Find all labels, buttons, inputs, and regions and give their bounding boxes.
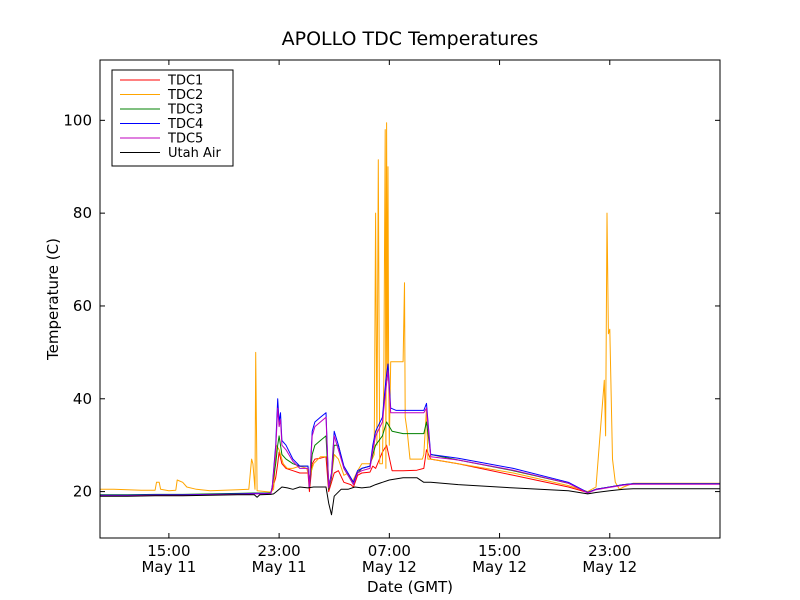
x-tick-label-time: 07:00 bbox=[368, 542, 411, 560]
x-tick-label-date: May 12 bbox=[582, 558, 637, 576]
y-tick-label: 40 bbox=[73, 390, 92, 408]
y-tick-label: 100 bbox=[63, 111, 92, 129]
series-line-utah-air bbox=[100, 477, 720, 516]
plot-frame bbox=[99, 59, 721, 539]
legend-label: TDC4 bbox=[167, 117, 203, 132]
legend-label: TDC1 bbox=[167, 74, 203, 89]
legend-label: TDC3 bbox=[167, 103, 203, 118]
x-tick-label-date: May 11 bbox=[252, 558, 307, 576]
y-axis-label: Temperature (C) bbox=[44, 238, 62, 361]
legend-label: TDC5 bbox=[167, 132, 203, 147]
series-line-tdc2 bbox=[100, 122, 720, 493]
x-tick-label-time: 15:00 bbox=[147, 542, 190, 560]
x-tick-label-time: 23:00 bbox=[588, 542, 631, 560]
legend-box bbox=[111, 69, 234, 167]
y-tick-label: 80 bbox=[73, 204, 92, 222]
legend-label: Utah Air bbox=[168, 146, 221, 161]
y-tick-label: 20 bbox=[73, 483, 92, 501]
series-group bbox=[100, 122, 720, 516]
x-axis-label: Date (GMT) bbox=[367, 578, 453, 596]
x-tick-label-date: May 11 bbox=[141, 558, 196, 576]
x-tick-label-time: 23:00 bbox=[257, 542, 300, 560]
series-line-tdc5 bbox=[100, 370, 720, 497]
chart-title: APOLLO TDC Temperatures bbox=[282, 28, 539, 50]
legend-label: TDC2 bbox=[167, 88, 203, 103]
x-tick-label-date: May 12 bbox=[472, 558, 527, 576]
x-tick-label-time: 15:00 bbox=[478, 542, 521, 560]
x-tick-label-date: May 12 bbox=[362, 558, 417, 576]
y-tick-label: 60 bbox=[73, 297, 92, 315]
